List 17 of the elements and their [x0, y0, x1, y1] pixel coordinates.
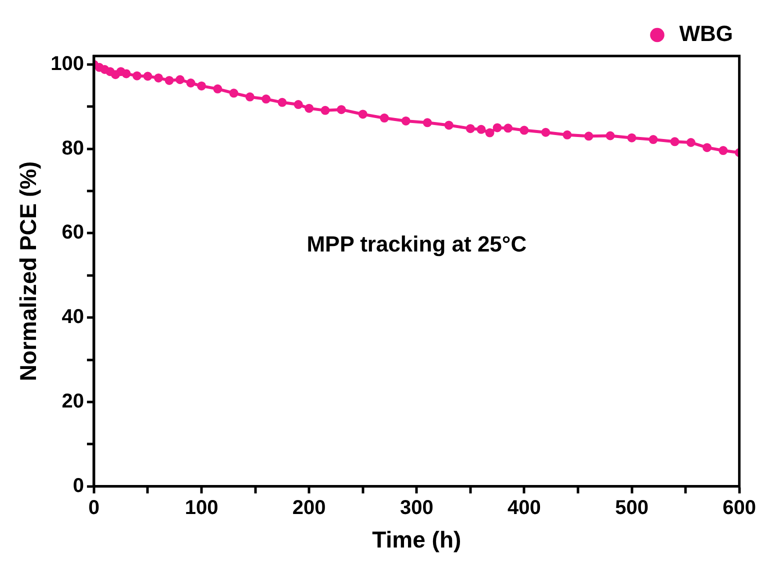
x-tick-label: 0 — [88, 496, 100, 519]
y-tick-label: 20 — [62, 390, 84, 413]
x-tick-label: 300 — [400, 496, 434, 519]
y-tick-label: 100 — [50, 52, 84, 75]
y-tick-label: 80 — [62, 137, 84, 160]
x-tick-label: 200 — [292, 496, 326, 519]
y-axis-title: Normalized PCE (%) — [15, 161, 42, 382]
y-tick-label: 60 — [62, 222, 84, 244]
x-tick-label: 500 — [615, 496, 648, 519]
x-tick-label: 100 — [184, 496, 218, 519]
legend-label: WBG — [679, 21, 733, 46]
y-tick-label: 40 — [62, 306, 84, 328]
x-tick-label: 600 — [722, 496, 756, 519]
x-axis-title: Time (h) — [372, 526, 462, 553]
x-tick-label: 400 — [508, 496, 541, 519]
y-tick-label: 0 — [72, 474, 84, 497]
annotation: MPP tracking at 25°C — [306, 231, 527, 256]
